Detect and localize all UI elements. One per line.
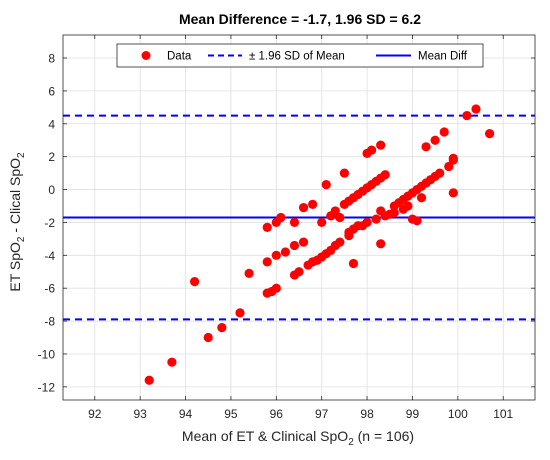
data-point	[471, 104, 481, 114]
x-tick-label: 93	[133, 407, 147, 421]
legend-mean-label: Mean Diff	[418, 51, 468, 63]
x-tick-label: 101	[493, 407, 513, 421]
data-point	[308, 199, 318, 209]
data-point	[444, 161, 454, 172]
y-tick-label: -6	[44, 282, 55, 296]
x-axis-label-main: Mean of ET & Clinical SpO	[182, 428, 348, 444]
y-axis-label-sub1: 2	[16, 236, 27, 242]
data-point	[244, 268, 254, 279]
data-point	[298, 203, 309, 213]
y-tick-label: 6	[48, 84, 55, 98]
data-point	[289, 217, 300, 228]
data-point	[271, 250, 281, 260]
y-tick-labels: -12 -10 -8 -6 -4 -2 0 2 4 6 8	[38, 52, 56, 395]
x-tick-label: 92	[88, 407, 102, 421]
data-point	[321, 180, 331, 190]
legend: Data ± 1.96 SD of Mean Mean Diff	[116, 43, 484, 68]
y-tick-label: -12	[38, 380, 56, 394]
data-points	[144, 104, 495, 385]
x-tick-label: 97	[315, 407, 329, 421]
data-point	[371, 214, 381, 224]
data-point	[362, 217, 372, 228]
data-point	[376, 140, 386, 150]
y-axis-label-sub2: 2	[16, 152, 27, 158]
data-point	[348, 258, 359, 269]
x-tick-label: 99	[406, 407, 420, 421]
data-point	[289, 240, 300, 251]
data-point	[439, 127, 449, 137]
x-axis-label-suffix: (n = 106)	[354, 428, 414, 444]
data-point	[190, 277, 200, 287]
data-point	[144, 375, 154, 385]
data-point	[376, 206, 386, 216]
data-point	[203, 332, 213, 343]
data-point	[235, 308, 245, 318]
data-point	[262, 222, 272, 232]
data-point	[380, 170, 390, 180]
data-point	[217, 323, 227, 333]
x-tick-label: 95	[224, 407, 238, 421]
data-point	[448, 153, 458, 163]
data-point	[412, 216, 422, 226]
data-point	[262, 257, 272, 267]
y-tick-label: -10	[38, 347, 56, 361]
y-tick-label: 4	[48, 117, 55, 131]
data-point	[385, 209, 395, 219]
x-axis-label-subscript: 2	[348, 437, 354, 448]
y-tick-label: 8	[48, 52, 55, 66]
data-point	[485, 129, 495, 139]
data-point	[271, 283, 281, 293]
x-tick-labels: 92 93 94 95 96 97 98 99 100 101	[88, 407, 513, 421]
data-point	[344, 227, 354, 237]
data-point	[448, 188, 458, 198]
legend-data-marker	[141, 51, 151, 60]
data-point	[416, 193, 427, 203]
y-tick-label: -8	[44, 315, 55, 329]
data-point	[403, 201, 413, 211]
data-point	[376, 239, 386, 249]
data-point	[298, 237, 309, 247]
data-point	[435, 168, 445, 178]
data-point	[335, 237, 345, 247]
data-point	[367, 145, 377, 155]
data-point	[335, 212, 345, 223]
data-point	[330, 206, 340, 216]
data-point	[421, 142, 431, 152]
x-tick-label: 96	[270, 407, 284, 421]
data-point	[353, 221, 363, 231]
plot-frame	[62, 34, 536, 401]
data-point	[317, 217, 327, 228]
y-tick-label: -4	[44, 249, 55, 263]
x-axis-label: Mean of ET & Clinical SpO2 (n = 106)	[182, 428, 414, 448]
y-tick-label: -2	[44, 216, 55, 230]
chart-title: Mean Difference = -1.7, 1.96 SD = 6.2	[179, 11, 421, 27]
x-tick-label: 94	[179, 407, 193, 421]
legend-sd-label: ± 1.96 SD of Mean	[249, 51, 345, 63]
x-tick-label: 98	[360, 407, 374, 421]
data-point	[308, 257, 318, 267]
reference-lines	[63, 114, 535, 321]
data-point	[430, 135, 440, 145]
legend-data-label: Data	[167, 51, 192, 63]
y-axis-label-part1: ET SpO	[7, 242, 23, 292]
y-axis-label-part2: - Clical SpO	[7, 158, 23, 237]
y-axis-label: ET SpO2 - Clical SpO2	[7, 152, 27, 292]
data-point	[294, 267, 304, 277]
data-point	[462, 110, 472, 121]
data-point	[167, 357, 177, 367]
data-point	[276, 212, 286, 223]
y-tick-label: 2	[48, 150, 55, 164]
x-tick-label: 100	[448, 407, 468, 421]
data-point	[280, 247, 290, 257]
y-tick-label: 0	[48, 183, 55, 197]
data-point	[339, 168, 349, 178]
legend-box	[116, 43, 484, 68]
